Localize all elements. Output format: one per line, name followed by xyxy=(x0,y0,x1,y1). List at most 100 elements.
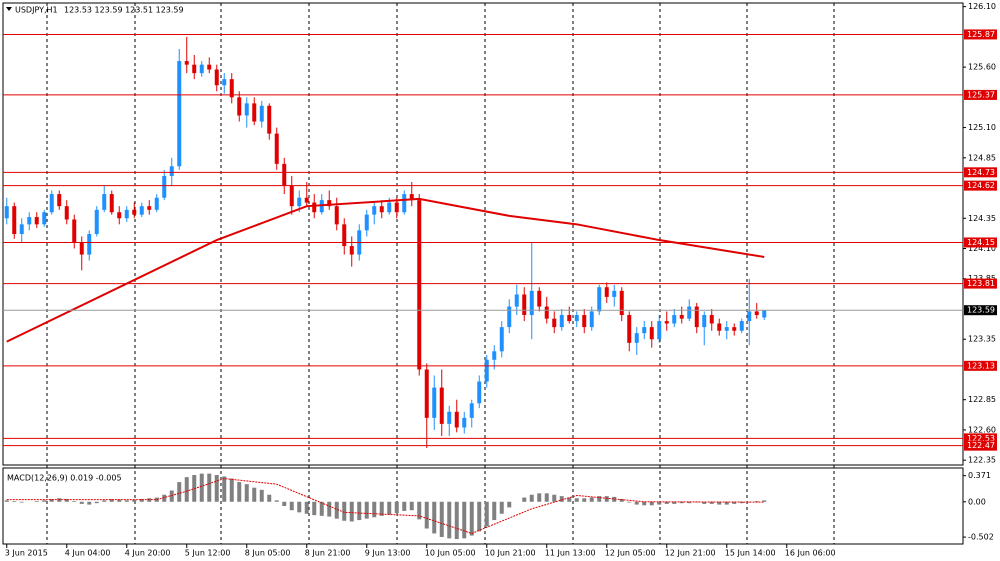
candle-body xyxy=(147,206,152,210)
macd-bar xyxy=(289,501,294,511)
candle-body xyxy=(439,387,444,424)
macd-bar xyxy=(222,476,227,502)
macd-bar xyxy=(109,498,114,502)
macd-bar xyxy=(672,501,677,504)
candle-body xyxy=(672,315,677,324)
candle-body xyxy=(199,64,204,74)
candle-body xyxy=(642,327,647,334)
macd-bar xyxy=(87,501,92,505)
level-label: 123.81 xyxy=(967,279,995,288)
candle-body xyxy=(109,194,114,213)
macd-bar xyxy=(454,501,459,540)
macd-bar xyxy=(649,501,654,506)
candle-body xyxy=(327,200,332,207)
candle-body xyxy=(657,321,662,340)
candle-body xyxy=(312,202,317,213)
macd-bar xyxy=(124,500,129,502)
level-label: 122.47 xyxy=(967,441,995,450)
candle-body xyxy=(169,166,174,176)
macd-bar xyxy=(747,501,752,503)
macd-bar xyxy=(319,501,324,516)
macd-bar xyxy=(364,501,369,519)
macd-bar xyxy=(199,473,204,502)
candle-body xyxy=(94,209,99,234)
macd-bar xyxy=(439,501,444,537)
level-label: 123.13 xyxy=(967,361,995,370)
candle-body xyxy=(679,315,684,319)
candle-body xyxy=(537,290,542,307)
candle-body xyxy=(484,359,489,382)
candle-body xyxy=(559,315,564,328)
macd-bar xyxy=(447,501,452,539)
candle-body xyxy=(192,64,197,74)
candle-body xyxy=(522,294,527,316)
level-label: 124.73 xyxy=(967,168,995,177)
candle-body xyxy=(717,323,722,331)
level-label-box xyxy=(964,278,997,289)
candle-body xyxy=(207,64,212,70)
candle-body xyxy=(604,287,609,297)
candle-body xyxy=(79,242,84,255)
candle-body xyxy=(567,315,572,322)
candle-body xyxy=(387,202,392,213)
x-tick-label: 9 Jun 13:00 xyxy=(365,549,411,558)
macd-bar xyxy=(244,484,249,502)
macd-bar xyxy=(634,501,639,505)
level-label: 125.37 xyxy=(967,90,995,99)
candle-body xyxy=(462,417,467,428)
macd-bar xyxy=(117,499,122,502)
candle-body xyxy=(162,175,167,198)
macd-bar xyxy=(12,501,17,502)
candle-body xyxy=(372,206,377,215)
level-label-box xyxy=(964,440,997,451)
x-tick-label: 5 Jun 12:00 xyxy=(185,549,231,558)
macd-bar xyxy=(372,501,377,518)
level-label-box xyxy=(964,433,997,444)
candle-body xyxy=(342,224,347,247)
macd-bar xyxy=(537,493,542,502)
x-tick-label: 11 Jun 13:00 xyxy=(545,549,596,558)
y-tick-label: 124.85 xyxy=(968,153,996,162)
macd-bar xyxy=(424,501,429,529)
macd-label: MACD(12,26,9) 0.019 -0.005 xyxy=(7,474,122,483)
candle-body xyxy=(747,311,752,322)
macd-bar xyxy=(702,501,707,504)
candle-body xyxy=(72,219,77,243)
price-label: 123.59 xyxy=(967,306,995,315)
candle-body xyxy=(394,202,399,213)
x-tick-label: 8 Jun 21:00 xyxy=(305,549,351,558)
macd-bar xyxy=(417,501,422,520)
macd-bar xyxy=(169,490,174,502)
macd-bar xyxy=(379,501,384,516)
candle-body xyxy=(739,321,744,331)
macd-bar xyxy=(484,501,489,527)
macd-bar xyxy=(754,501,759,502)
macd-bar xyxy=(462,501,467,539)
macd-bar xyxy=(214,475,219,502)
y-tick-label: -0.502 xyxy=(968,533,994,542)
x-tick-label: 8 Jun 05:00 xyxy=(245,549,291,558)
candle-body xyxy=(102,194,107,210)
macd-bar xyxy=(724,501,729,505)
symbol: USDJPY,H1 xyxy=(15,6,58,15)
candle-body xyxy=(34,217,39,225)
level-label-box xyxy=(964,89,997,100)
candle-body xyxy=(334,206,339,225)
candle-body xyxy=(282,163,287,186)
macd-bar xyxy=(717,501,722,505)
candle-body xyxy=(229,79,234,98)
candle-body xyxy=(507,306,512,328)
macd-bar xyxy=(762,500,767,502)
candle-body xyxy=(297,197,302,207)
macd-bar xyxy=(342,501,347,521)
candle-body xyxy=(724,327,729,331)
x-tick-label: 15 Jun 14:00 xyxy=(725,549,776,558)
signal-line xyxy=(6,478,765,534)
candle-body xyxy=(694,306,699,328)
macd-bar xyxy=(259,489,264,502)
candle-body xyxy=(544,306,549,319)
macd-bar xyxy=(49,498,54,502)
candle-body xyxy=(417,200,422,370)
menu-arrow[interactable] xyxy=(6,7,12,11)
candle-body xyxy=(762,310,767,318)
